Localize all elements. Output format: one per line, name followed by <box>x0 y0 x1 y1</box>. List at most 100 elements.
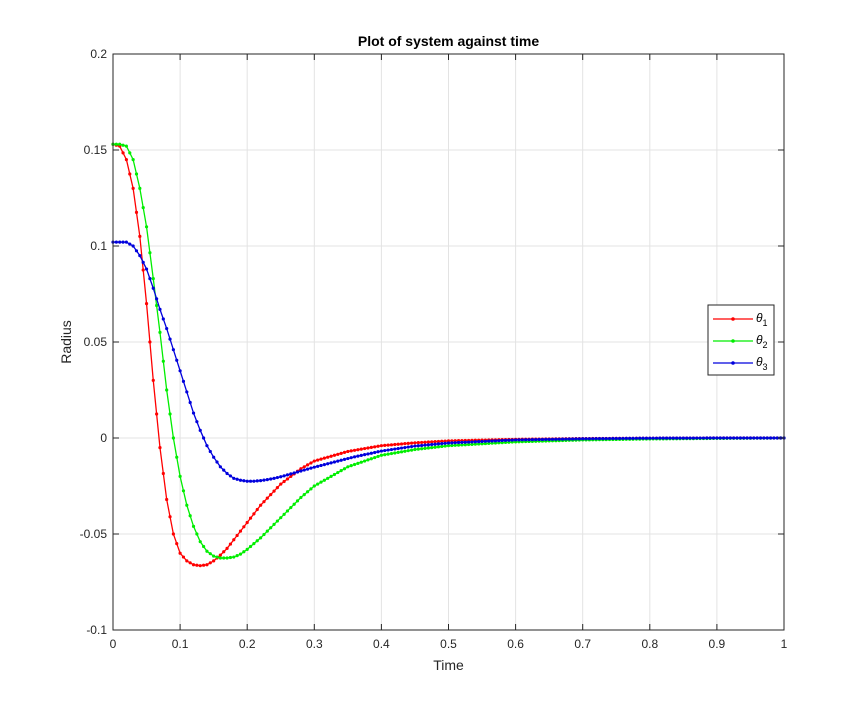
series-3-point <box>560 437 565 441</box>
series-2-point <box>332 472 337 477</box>
series-3-point <box>363 453 367 457</box>
series-3-point <box>591 437 595 441</box>
series-3-point <box>168 337 172 341</box>
series-3 <box>111 240 786 483</box>
series-2-point <box>342 467 347 471</box>
series-3-point <box>628 436 632 440</box>
series-2-point <box>393 451 397 455</box>
series-2-point <box>316 482 320 486</box>
series-3-point <box>571 437 575 441</box>
series-1-point <box>208 561 212 565</box>
series-3-point <box>121 240 125 244</box>
series-3-point <box>158 307 162 311</box>
series-2-point <box>245 547 249 551</box>
x-tick-label: 0.9 <box>709 637 726 651</box>
series-1-point <box>406 441 410 445</box>
series-3-point <box>175 358 179 362</box>
series-3-point <box>661 436 665 440</box>
x-tick-label: 0.6 <box>507 637 524 651</box>
series-1-point <box>436 439 441 444</box>
series-2-point <box>218 556 222 560</box>
series-3-point <box>480 439 484 444</box>
series-3-point <box>131 244 135 248</box>
series-1-point <box>185 559 189 563</box>
series-1-point <box>349 449 353 453</box>
series-3-point <box>128 242 132 246</box>
series-1-point <box>131 186 135 190</box>
series-1-point <box>282 479 286 484</box>
series-3-point <box>762 436 766 440</box>
series-3-point <box>376 450 380 454</box>
series-2-point <box>322 478 326 482</box>
series-3-point <box>772 436 776 440</box>
series-2-point <box>487 441 491 445</box>
series-2-point <box>477 442 481 446</box>
series-1-point <box>346 449 350 454</box>
series-2-point <box>155 303 159 308</box>
y-tick-label: 0.05 <box>84 335 108 349</box>
series-3-point <box>708 436 712 440</box>
series-3-point <box>456 440 461 445</box>
legend-symbol: θ <box>756 333 763 347</box>
series-1-point <box>423 440 427 444</box>
series-1-point <box>413 441 417 445</box>
series-3-point <box>587 437 592 441</box>
series-2-point <box>453 443 457 447</box>
series-3-point <box>648 436 652 440</box>
series-3-point <box>564 437 568 441</box>
series-3-point <box>654 436 659 440</box>
series-2-point <box>456 443 461 447</box>
series-1-point <box>252 512 256 516</box>
legend-symbol: θ <box>756 355 763 369</box>
series-2-point <box>352 462 357 467</box>
series-3-point <box>165 326 169 331</box>
series-3-point <box>557 437 561 441</box>
series-1-point <box>201 563 206 567</box>
series-3-point <box>742 436 746 440</box>
series-3-point <box>618 436 622 441</box>
series-3-point <box>473 440 477 444</box>
series-3-point <box>722 436 726 440</box>
series-3-point <box>614 436 618 441</box>
legend-marker-1 <box>731 317 735 321</box>
series-2-point <box>252 542 256 546</box>
series-3-point <box>329 461 333 465</box>
series-3-point <box>265 478 269 482</box>
series-2-point <box>379 453 383 457</box>
series-2-point <box>131 158 135 162</box>
series-3-point <box>356 454 360 458</box>
series-3-point <box>222 468 226 472</box>
series-3-point <box>577 437 581 441</box>
series-3-point <box>433 442 437 446</box>
series-2-point <box>430 446 434 450</box>
series-3-point <box>503 438 508 442</box>
series-3-point <box>373 450 377 455</box>
series-1-point <box>363 446 367 451</box>
series-3-point <box>520 438 524 442</box>
series-3-point <box>255 479 259 483</box>
series-1-point <box>342 450 347 454</box>
series-3-point <box>638 436 642 440</box>
series-3-point <box>631 436 635 440</box>
series-3-point <box>490 439 494 443</box>
series-3-point <box>604 436 608 441</box>
series-1-point <box>161 471 165 476</box>
series-1-point <box>336 452 340 456</box>
series-2-point <box>128 151 132 155</box>
series-3-point <box>540 437 545 442</box>
series-2-point <box>124 144 129 148</box>
series-1-point <box>326 455 330 459</box>
series-3-point <box>413 444 417 448</box>
series-3-point <box>748 436 753 440</box>
series-1-point <box>134 210 139 214</box>
series-3-point <box>259 479 263 483</box>
series-2-point <box>158 330 162 334</box>
series-3-point <box>634 436 638 440</box>
series-1-point <box>272 489 276 493</box>
series-2-point <box>275 519 279 523</box>
series-1-point <box>312 459 316 463</box>
series-3-point <box>144 267 149 271</box>
series-3-point <box>322 462 326 467</box>
series-1-point <box>188 561 192 565</box>
series-3-point <box>735 436 739 440</box>
